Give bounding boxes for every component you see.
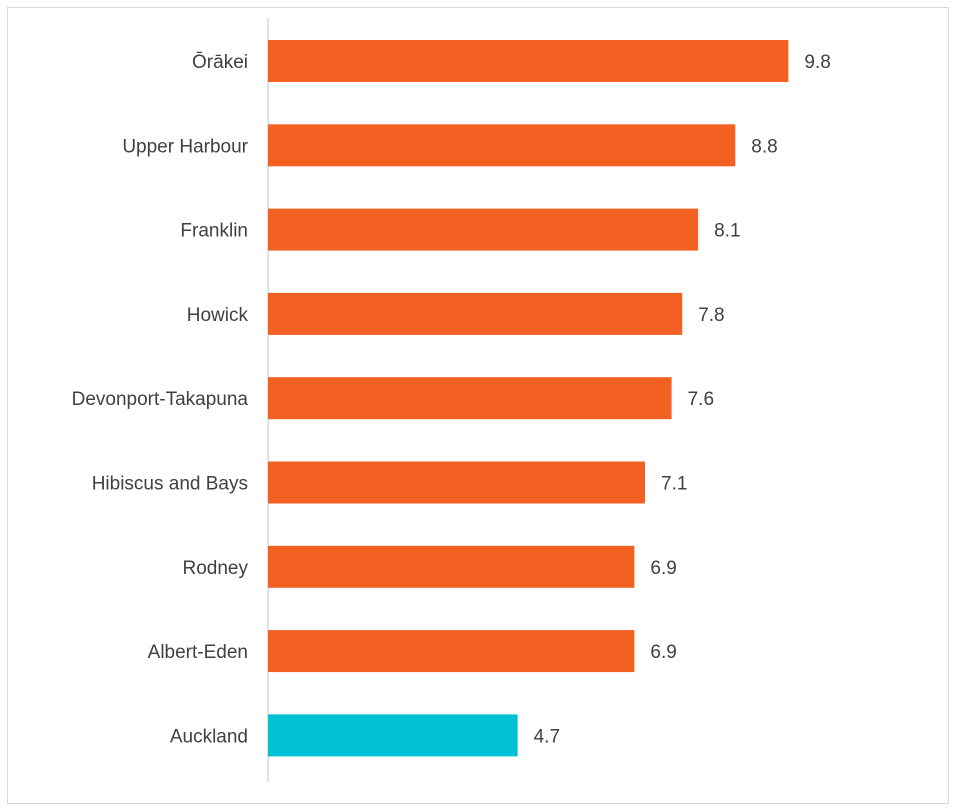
category-label-3: Howick xyxy=(187,305,249,326)
value-label-5: 7.1 xyxy=(661,474,687,495)
value-label-3: 7.8 xyxy=(698,305,724,326)
category-labels-group: Ōrākei Upper Harbour Franklin Howick Devonpo… xyxy=(72,52,249,747)
bar-1 xyxy=(268,124,736,167)
bar-2 xyxy=(268,208,699,251)
category-label-6: Rodney xyxy=(183,558,249,579)
category-label-8: Auckland xyxy=(170,726,248,747)
bar-0 xyxy=(268,40,789,82)
category-label-1: Upper Harbour xyxy=(122,136,248,157)
bar-5 xyxy=(268,461,645,504)
value-label-2: 8.1 xyxy=(714,221,740,242)
value-label-8: 4.7 xyxy=(534,726,560,747)
value-label-1: 8.8 xyxy=(751,136,777,157)
value-label-4: 7.6 xyxy=(688,389,714,410)
value-labels-group: 9.8 8.8 8.1 7.8 7.6 7.1 6.9 6.9 4.7 xyxy=(534,52,831,747)
bar-6 xyxy=(268,545,635,588)
value-label-6: 6.9 xyxy=(650,558,676,579)
category-label-0: Ōrākei xyxy=(192,52,248,73)
category-label-2: Franklin xyxy=(180,221,248,242)
value-label-7: 6.9 xyxy=(650,642,676,663)
bar-7 xyxy=(268,630,635,673)
category-label-4: Devonport-Takapuna xyxy=(72,389,249,410)
category-label-5: Hibiscus and Bays xyxy=(92,474,248,495)
bar-8 xyxy=(268,714,518,757)
bar-4 xyxy=(268,377,672,420)
category-label-7: Albert-Eden xyxy=(148,642,248,663)
bar-3 xyxy=(268,292,683,335)
value-label-0: 9.8 xyxy=(804,52,830,73)
bars-group xyxy=(268,40,789,757)
